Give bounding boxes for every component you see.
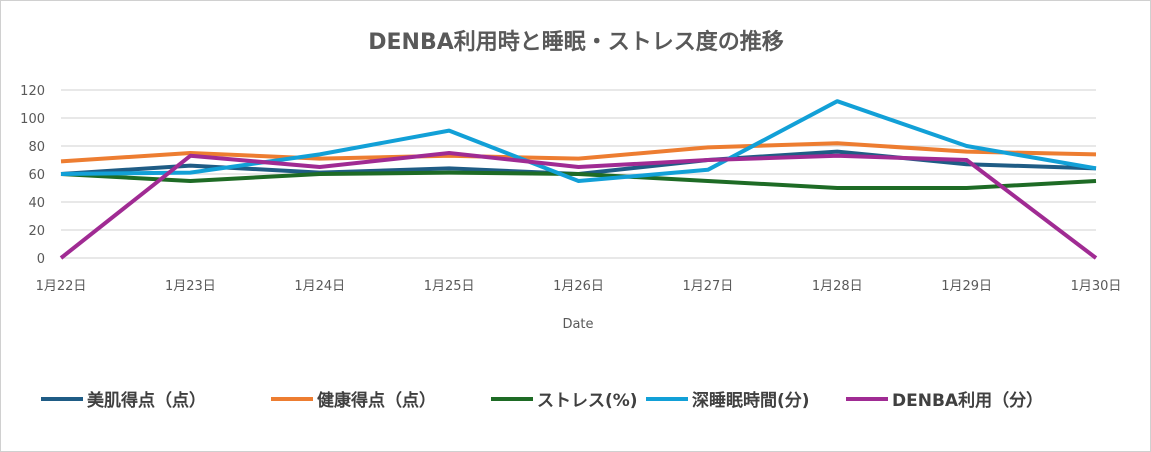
x-tick-label: 1月29日 [941, 279, 992, 294]
x-tick-label: 1月25日 [424, 279, 475, 294]
x-axis-label: Date [562, 317, 593, 332]
y-tick-label: 20 [28, 224, 45, 239]
x-tick-label: 1月27日 [682, 279, 733, 294]
legend-label: ストレス(%) [537, 391, 638, 411]
legend-item: 健康得点（点） [271, 390, 436, 411]
y-tick-label: 60 [28, 168, 45, 183]
y-tick-label: 0 [37, 252, 45, 267]
legend-item: 美肌得点（点） [41, 390, 206, 411]
y-tick-label: 120 [20, 84, 45, 99]
legend-label: 健康得点（点） [317, 390, 436, 411]
x-tick-label: 1月28日 [812, 279, 863, 294]
legend-item: 深睡眠時間(分) [646, 390, 810, 411]
legend-label: 深睡眠時間(分) [692, 390, 810, 411]
x-tick-label: 1月23日 [165, 279, 216, 294]
x-tick-label: 1月30日 [1071, 279, 1122, 294]
legend-label: 美肌得点（点） [87, 390, 206, 411]
chart-title: DENBA利用時と睡眠・ストレス度の推移 [368, 29, 784, 55]
y-tick-label: 40 [28, 196, 45, 211]
y-tick-label: 80 [28, 140, 45, 155]
x-tick-label: 1月22日 [36, 279, 87, 294]
legend-label: DENBA利用（分） [892, 390, 1043, 411]
x-tick-label: 1月24日 [294, 279, 345, 294]
x-tick-label: 1月26日 [553, 279, 604, 294]
y-tick-label: 100 [20, 112, 45, 127]
legend-item: ストレス(%) [491, 391, 638, 411]
series-line [60, 99, 1097, 183]
legend-item: DENBA利用（分） [846, 390, 1043, 411]
